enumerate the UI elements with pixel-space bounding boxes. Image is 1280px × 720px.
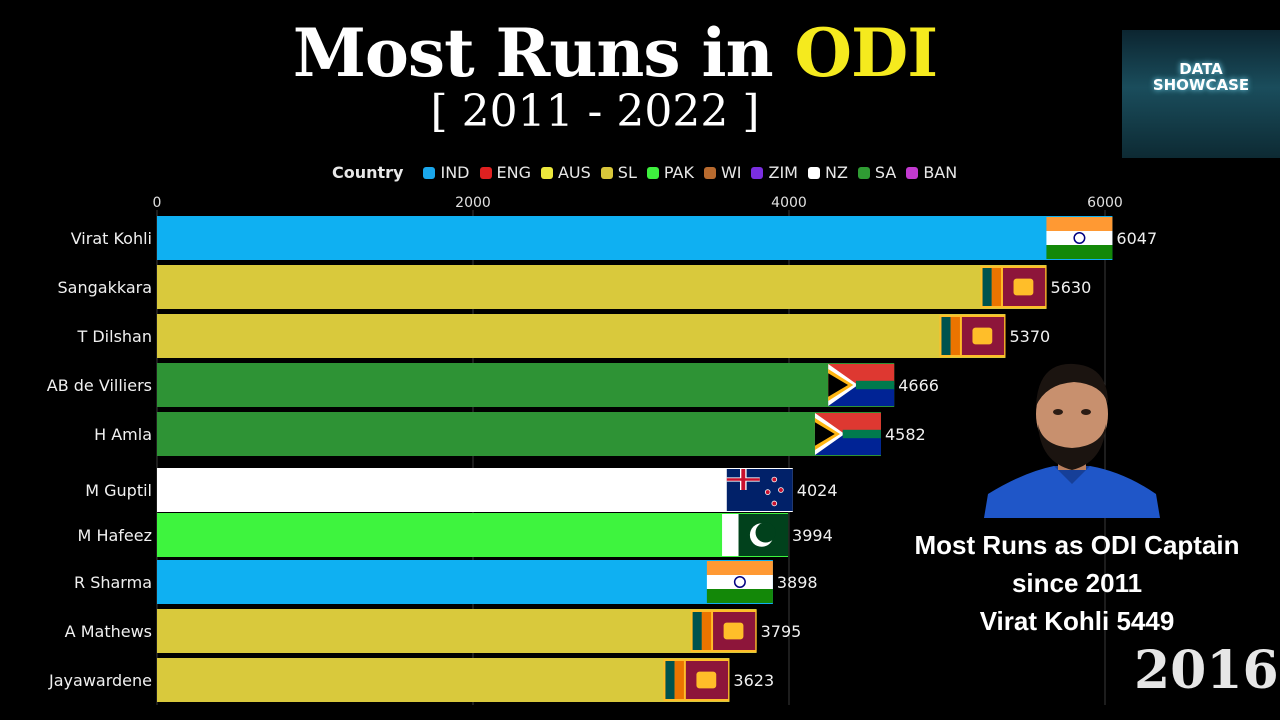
chart-title: Most Runs in ODI — [0, 14, 1230, 92]
logo-line2: SHOWCASE — [1152, 76, 1250, 94]
title-main: Most Runs in — [292, 14, 795, 92]
bar — [157, 314, 1006, 358]
flag-ind-icon — [1046, 217, 1113, 259]
bar-value-label: 5370 — [1009, 327, 1050, 346]
legend-item-nz: NZ — [807, 163, 848, 182]
flag-pak-icon — [722, 514, 789, 556]
bar — [157, 216, 1113, 260]
bar-value-label: 3994 — [792, 526, 833, 545]
legend-swatch — [857, 166, 870, 179]
category-label: T Dilshan — [77, 327, 153, 346]
bar-value-label: 4582 — [885, 425, 926, 444]
category-label: A Mathews — [65, 622, 152, 641]
player-photo — [984, 363, 1160, 518]
bar-value-label: 5630 — [1051, 278, 1092, 297]
bar-value-label: 3898 — [777, 573, 818, 592]
bar — [157, 265, 1047, 309]
title-highlight: ODI — [794, 14, 939, 92]
legend-item-zim: ZIM — [751, 163, 798, 182]
category-label: M Guptil — [85, 481, 152, 500]
legend-label: IND — [440, 163, 470, 182]
flag-nz-icon — [726, 469, 793, 511]
captain-caption: Most Runs as ODI Captain since 2011 Vira… — [900, 526, 1254, 640]
x-tick-label: 2000 — [455, 195, 491, 211]
bar — [157, 560, 773, 604]
legend-item-sa: SA — [857, 163, 897, 182]
flag-sl-icon — [939, 315, 1006, 357]
flag-sl-icon — [663, 659, 730, 701]
bar-value-label: 3795 — [761, 622, 802, 641]
legend-label: SA — [874, 163, 897, 182]
flag-sl-icon — [690, 610, 757, 652]
bar — [157, 513, 789, 557]
year-counter: 2016 — [1134, 640, 1279, 701]
legend-swatch — [751, 166, 764, 179]
legend-swatch — [540, 166, 553, 179]
legend-swatch — [600, 166, 613, 179]
legend-label: WI — [720, 163, 742, 182]
legend-swatch — [646, 166, 659, 179]
legend-item-ind: IND — [423, 163, 470, 182]
data-showcase-logo: DATA SHOWCASE — [1122, 30, 1280, 158]
legend-label: PAK — [663, 163, 694, 182]
bar-value-label: 6047 — [1116, 229, 1157, 248]
legend-label: ZIM — [768, 163, 798, 182]
caption-line3: Virat Kohli 5449 — [979, 606, 1175, 636]
category-label: Jayawardene — [48, 671, 152, 690]
flag-ind-icon — [706, 561, 773, 603]
category-label: R Sharma — [74, 573, 152, 592]
legend-item-sl: SL — [600, 163, 637, 182]
x-tick-label: 6000 — [1087, 195, 1123, 211]
caption-line1: Most Runs as ODI Captain — [914, 530, 1240, 560]
bar-value-label: 3623 — [733, 671, 774, 690]
legend-label: SL — [617, 163, 637, 182]
flag-sa-icon — [828, 364, 895, 406]
bar — [157, 412, 881, 456]
legend-label: ENG — [496, 163, 531, 182]
category-label: AB de Villiers — [47, 376, 152, 395]
legend-item-wi: WI — [703, 163, 742, 182]
legend-item-pak: PAK — [646, 163, 694, 182]
logo-line1: DATA — [1179, 60, 1223, 78]
legend-label: BAN — [923, 163, 958, 182]
legend-swatch — [479, 166, 492, 179]
bar-value-label: 4666 — [898, 376, 939, 395]
legend-label: NZ — [824, 163, 848, 182]
x-tick-label: 0 — [153, 195, 162, 211]
legend-item-eng: ENG — [479, 163, 531, 182]
chart-subtitle: [ 2011 - 2022 ] — [430, 86, 760, 137]
flag-sl-icon — [980, 266, 1047, 308]
chart-legend: Country IND ENG AUS SL PAK WI ZIM NZ SA … — [332, 163, 967, 182]
bar — [157, 609, 757, 653]
category-label: Sangakkara — [58, 278, 153, 297]
bar — [157, 468, 793, 512]
flag-sa-icon — [814, 413, 881, 455]
category-label: M Hafeez — [78, 526, 152, 545]
legend-swatch — [423, 166, 436, 179]
legend-swatch — [807, 166, 820, 179]
legend-label: AUS — [557, 163, 591, 182]
category-label: Virat Kohli — [71, 229, 152, 248]
x-tick-label: 4000 — [771, 195, 807, 211]
category-label: H Amla — [94, 425, 152, 444]
legend-title: Country — [332, 163, 404, 182]
legend-swatch — [703, 166, 716, 179]
bar — [157, 658, 730, 702]
bar — [157, 363, 895, 407]
legend-item-ban: BAN — [906, 163, 957, 182]
bar-value-label: 4024 — [797, 481, 838, 500]
legend-item-aus: AUS — [540, 163, 591, 182]
legend-swatch — [906, 166, 919, 179]
caption-line2: since 2011 — [1011, 568, 1143, 598]
